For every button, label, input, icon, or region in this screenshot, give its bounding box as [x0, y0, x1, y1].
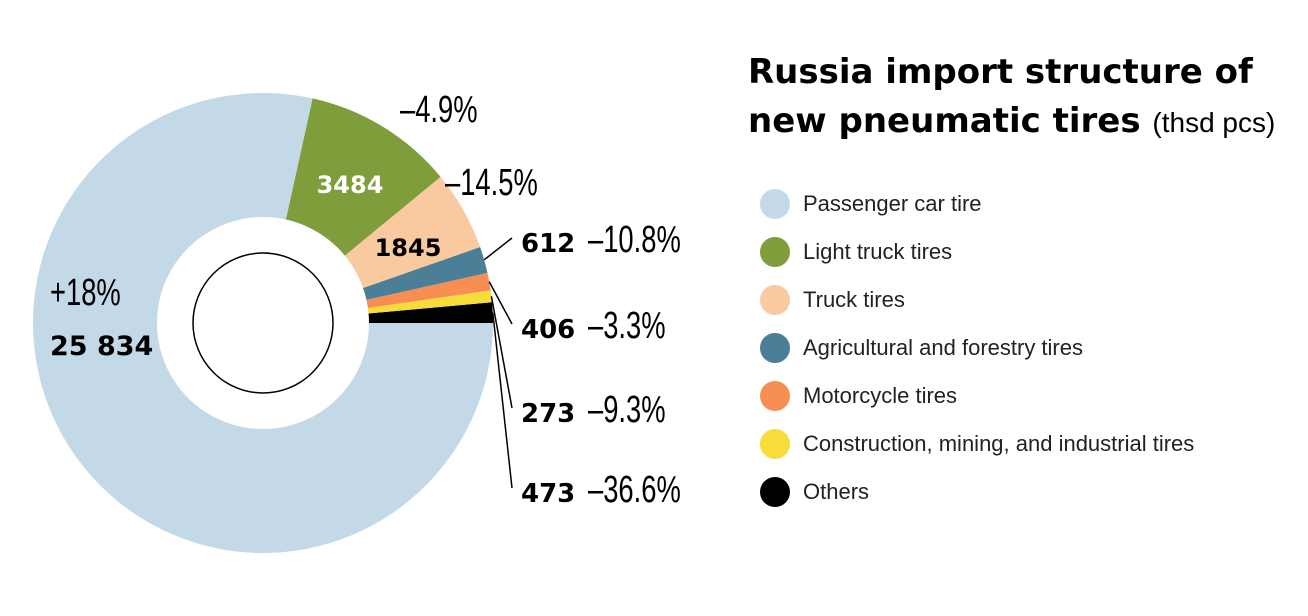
legend-label: Truck tires	[803, 287, 905, 312]
leader-line	[483, 237, 513, 261]
change-label: –9.3%	[588, 389, 666, 431]
legend-label: Agricultural and forestry tires	[803, 335, 1083, 360]
legend-label: Others	[803, 479, 870, 504]
leader-lines	[483, 237, 513, 489]
legend-swatch	[760, 285, 790, 315]
leader-line	[490, 296, 513, 409]
legend-label: Passenger car tire	[803, 191, 982, 216]
change-label: –3.3%	[588, 305, 666, 347]
legend-item: Motorcycle tires	[760, 372, 1194, 420]
legend-item: Passenger car tire	[760, 180, 1194, 228]
value-label: 273	[521, 399, 575, 429]
legend-label: Construction, mining, and industrial tir…	[803, 431, 1195, 456]
value-label: 612	[521, 229, 575, 259]
legend-item: Construction, mining, and industrial tir…	[760, 420, 1194, 468]
value-label: 406	[521, 315, 575, 345]
title-line-2: new pneumatic tires (thsd pcs)	[748, 97, 1308, 147]
legend-swatch	[760, 477, 790, 507]
legend-swatch	[760, 429, 790, 459]
title-line-2-text: new pneumatic tires	[748, 101, 1141, 141]
value-label: 1845	[375, 234, 442, 262]
legend-swatch	[760, 189, 790, 219]
legend-item: Truck tires	[760, 276, 1194, 324]
title-line-1: Russia import structure of	[748, 52, 1253, 92]
legend-item: Light truck tires	[760, 228, 1194, 276]
legend-swatch	[760, 381, 790, 411]
value-label: 473	[521, 479, 575, 509]
legend-label: Motorcycle tires	[803, 383, 958, 408]
donut-chart: 25 834 +18% 3484 –4.9% 1845 –14.5% 612 –10.8% 40…	[32, 89, 681, 554]
change-label: –14.5%	[445, 162, 538, 204]
value-label: 3484	[317, 171, 384, 199]
chart-title: Russia import structure of new pneumatic…	[748, 48, 1308, 147]
change-label: –36.6%	[588, 469, 681, 511]
change-label: +18%	[50, 272, 121, 314]
legend-item: Others	[760, 468, 1194, 516]
change-label: –10.8%	[588, 219, 681, 261]
legend-label: Light truck tires	[803, 239, 953, 264]
legend-swatch	[760, 237, 790, 267]
change-label: –4.9%	[400, 89, 478, 131]
leader-line	[492, 312, 513, 489]
unit-label: (thsd pcs)	[1152, 107, 1276, 138]
legend-item: Agricultural and forestry tires	[760, 324, 1194, 372]
legend-swatch	[760, 333, 790, 363]
leader-line	[488, 281, 513, 325]
legend: Passenger car tire Light truck tires Tru…	[760, 180, 1194, 516]
center-ring	[192, 252, 334, 394]
data-labels: 25 834 +18% 3484 –4.9% 1845 –14.5% 612 –10.8% 40…	[50, 89, 681, 511]
value-label: 25 834	[50, 331, 153, 362]
